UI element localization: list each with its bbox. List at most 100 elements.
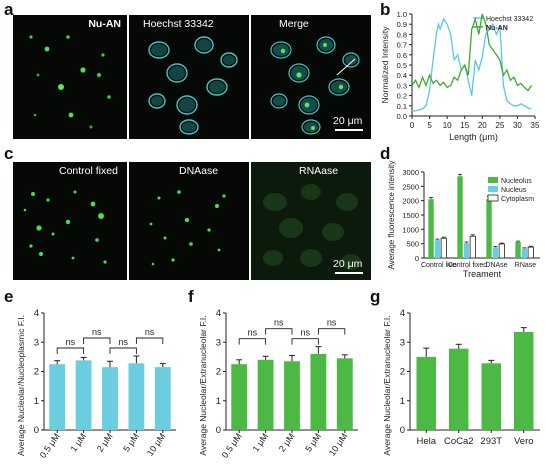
f-y-tick-label: 1 (216, 396, 221, 407)
b-x-tick-label: 30 (513, 121, 522, 130)
panel-letter-c: c (4, 144, 14, 163)
e-sig-bracket (83, 337, 111, 344)
hoechst-nuclei (148, 36, 238, 135)
label-rnaase: RNAase (299, 165, 339, 177)
g-bar (514, 332, 534, 430)
d-bar (440, 237, 447, 259)
b-x-tick-label: 15 (460, 121, 469, 130)
b-y-tick-label: 0.2 (397, 92, 407, 101)
f-y-tick-label: 0 (216, 425, 221, 436)
g-y-tick-label: 0 (400, 425, 405, 436)
d-bar (434, 240, 441, 258)
f-sig-label: ns (300, 328, 310, 338)
d-y-axis-label: Average fluorescence intensity (387, 161, 396, 270)
d-x-tick-label: RNase (515, 262, 537, 269)
d-bar (457, 176, 463, 258)
label-hoechst: Hoechst 33342 (143, 18, 214, 30)
g-bar (449, 348, 469, 430)
g-bar (481, 363, 501, 430)
g-x-tick-label: CoCa2 (444, 436, 474, 447)
scalebar-a-line (335, 129, 363, 131)
d-legend-label-0: Nucleolus (501, 178, 532, 185)
d-x-tick-label: Control live (421, 262, 456, 269)
d-y-tick-label: 2000 (402, 197, 419, 206)
b-y-tick-label: 0.3 (397, 81, 407, 90)
f-sig-bracket (238, 338, 267, 345)
d-x-tick-label: DNAse (485, 262, 507, 269)
d-legend-label-1: Nucleus (501, 187, 527, 194)
e-bar (102, 367, 118, 430)
b-x-axis-label: Length (μm) (449, 132, 498, 142)
b-y-tick-label: 1.0 (397, 10, 407, 19)
e-x-tick-label: 5 μM (121, 431, 141, 453)
b-y-tick-label: 0.1 (397, 102, 407, 111)
d-legend-label-2: Cytoplasm (501, 196, 534, 203)
label-control-fixed: Control fixed (59, 165, 118, 177)
g-y-tick-label: 1 (400, 396, 405, 407)
micrograph-dnaase: DNAase (129, 162, 249, 280)
nu-an-puncta (29, 35, 111, 129)
f-bar (257, 359, 274, 430)
f-sig-bracket (317, 328, 346, 335)
f-sig-bracket (291, 338, 319, 345)
panel-letter-a: a (4, 0, 14, 19)
e-sig-label: ns (145, 327, 155, 337)
b-x-tick-label: 25 (495, 121, 504, 130)
d-x-tick-label: Control fixed (448, 262, 487, 269)
label-merge: Merge (279, 18, 309, 30)
g-x-tick-label: 293T (480, 436, 502, 447)
g-y-axis-label: Average Nucleolar/Extranucleolar F.I. (382, 315, 392, 455)
d-bar (521, 248, 528, 258)
f-y-axis-label: Average Nucleolar/Extranucleolar F.I. (198, 315, 208, 455)
d-bar (469, 235, 476, 259)
b-x-tick-label: 5 (427, 121, 432, 130)
d-bar (428, 199, 434, 258)
f-bar (310, 353, 327, 430)
e-y-tick-label: 2 (34, 367, 39, 378)
micrograph-control-fixed: Control fixed (13, 162, 127, 280)
b-series-line-1 (411, 13, 533, 92)
d-y-tick-label: 2500 (402, 182, 419, 191)
d-y-tick-label: 500 (406, 240, 419, 249)
f-y-tick-label: 2 (216, 367, 221, 378)
control-fixed-puncta (23, 190, 107, 264)
scalebar-a-label: 20 μm (333, 115, 363, 127)
d-y-tick-label: 3000 (402, 168, 419, 177)
g-x-tick-label: Vero (514, 436, 534, 447)
e-x-tick-label: 2 μM (95, 431, 115, 453)
d-bar (463, 243, 470, 258)
b-y-tick-label: 0.6 (397, 51, 407, 60)
d-bar (527, 246, 534, 259)
b-y-axis-label: Normalized Intensity (380, 26, 390, 104)
d-y-tick-label: 1500 (402, 211, 419, 220)
scalebar-c-label: 20 μm (333, 258, 363, 270)
d-legend-swatch-1 (488, 186, 498, 192)
e-x-tick-label: 0.5 μM (38, 431, 62, 459)
e-bar (128, 363, 145, 430)
micrograph-rnaase: RNAase 20 μm (251, 162, 371, 280)
f-bar (336, 358, 353, 430)
e-x-tick-label: 1 μM (68, 431, 88, 453)
e-y-tick-label: 4 (34, 308, 39, 319)
b-y-tick-label: 0.7 (397, 41, 407, 50)
panel-letter-b: b (380, 0, 391, 19)
e-y-tick-label: 1 (34, 396, 39, 407)
b-y-tick-label: 0.5 (397, 61, 407, 70)
g-y-tick-label: 3 (400, 337, 405, 348)
d-bar (498, 243, 505, 259)
b-x-tick-label: 35 (531, 121, 540, 130)
e-y-axis-label: Average Nucleolar/Nucleoplasmic F.I. (16, 315, 26, 456)
d-x-axis-label: Treament (463, 269, 502, 279)
micrograph-merge: Merge 20 μm (251, 15, 371, 139)
e-sig-label: ns (66, 337, 76, 347)
f-x-tick-label: 2 μM (277, 431, 297, 453)
e-bar (75, 360, 92, 430)
d-bar (486, 199, 492, 258)
d-bar (515, 241, 521, 258)
f-x-tick-label: 1 μM (250, 431, 270, 453)
d-legend-swatch-2 (487, 194, 499, 202)
micrograph-nu-an: Nu-AN (13, 15, 127, 139)
e-sig-bracket (109, 347, 137, 354)
d-y-tick-label: 0 (415, 254, 419, 263)
label-nu-an: Nu-AN (88, 18, 121, 30)
